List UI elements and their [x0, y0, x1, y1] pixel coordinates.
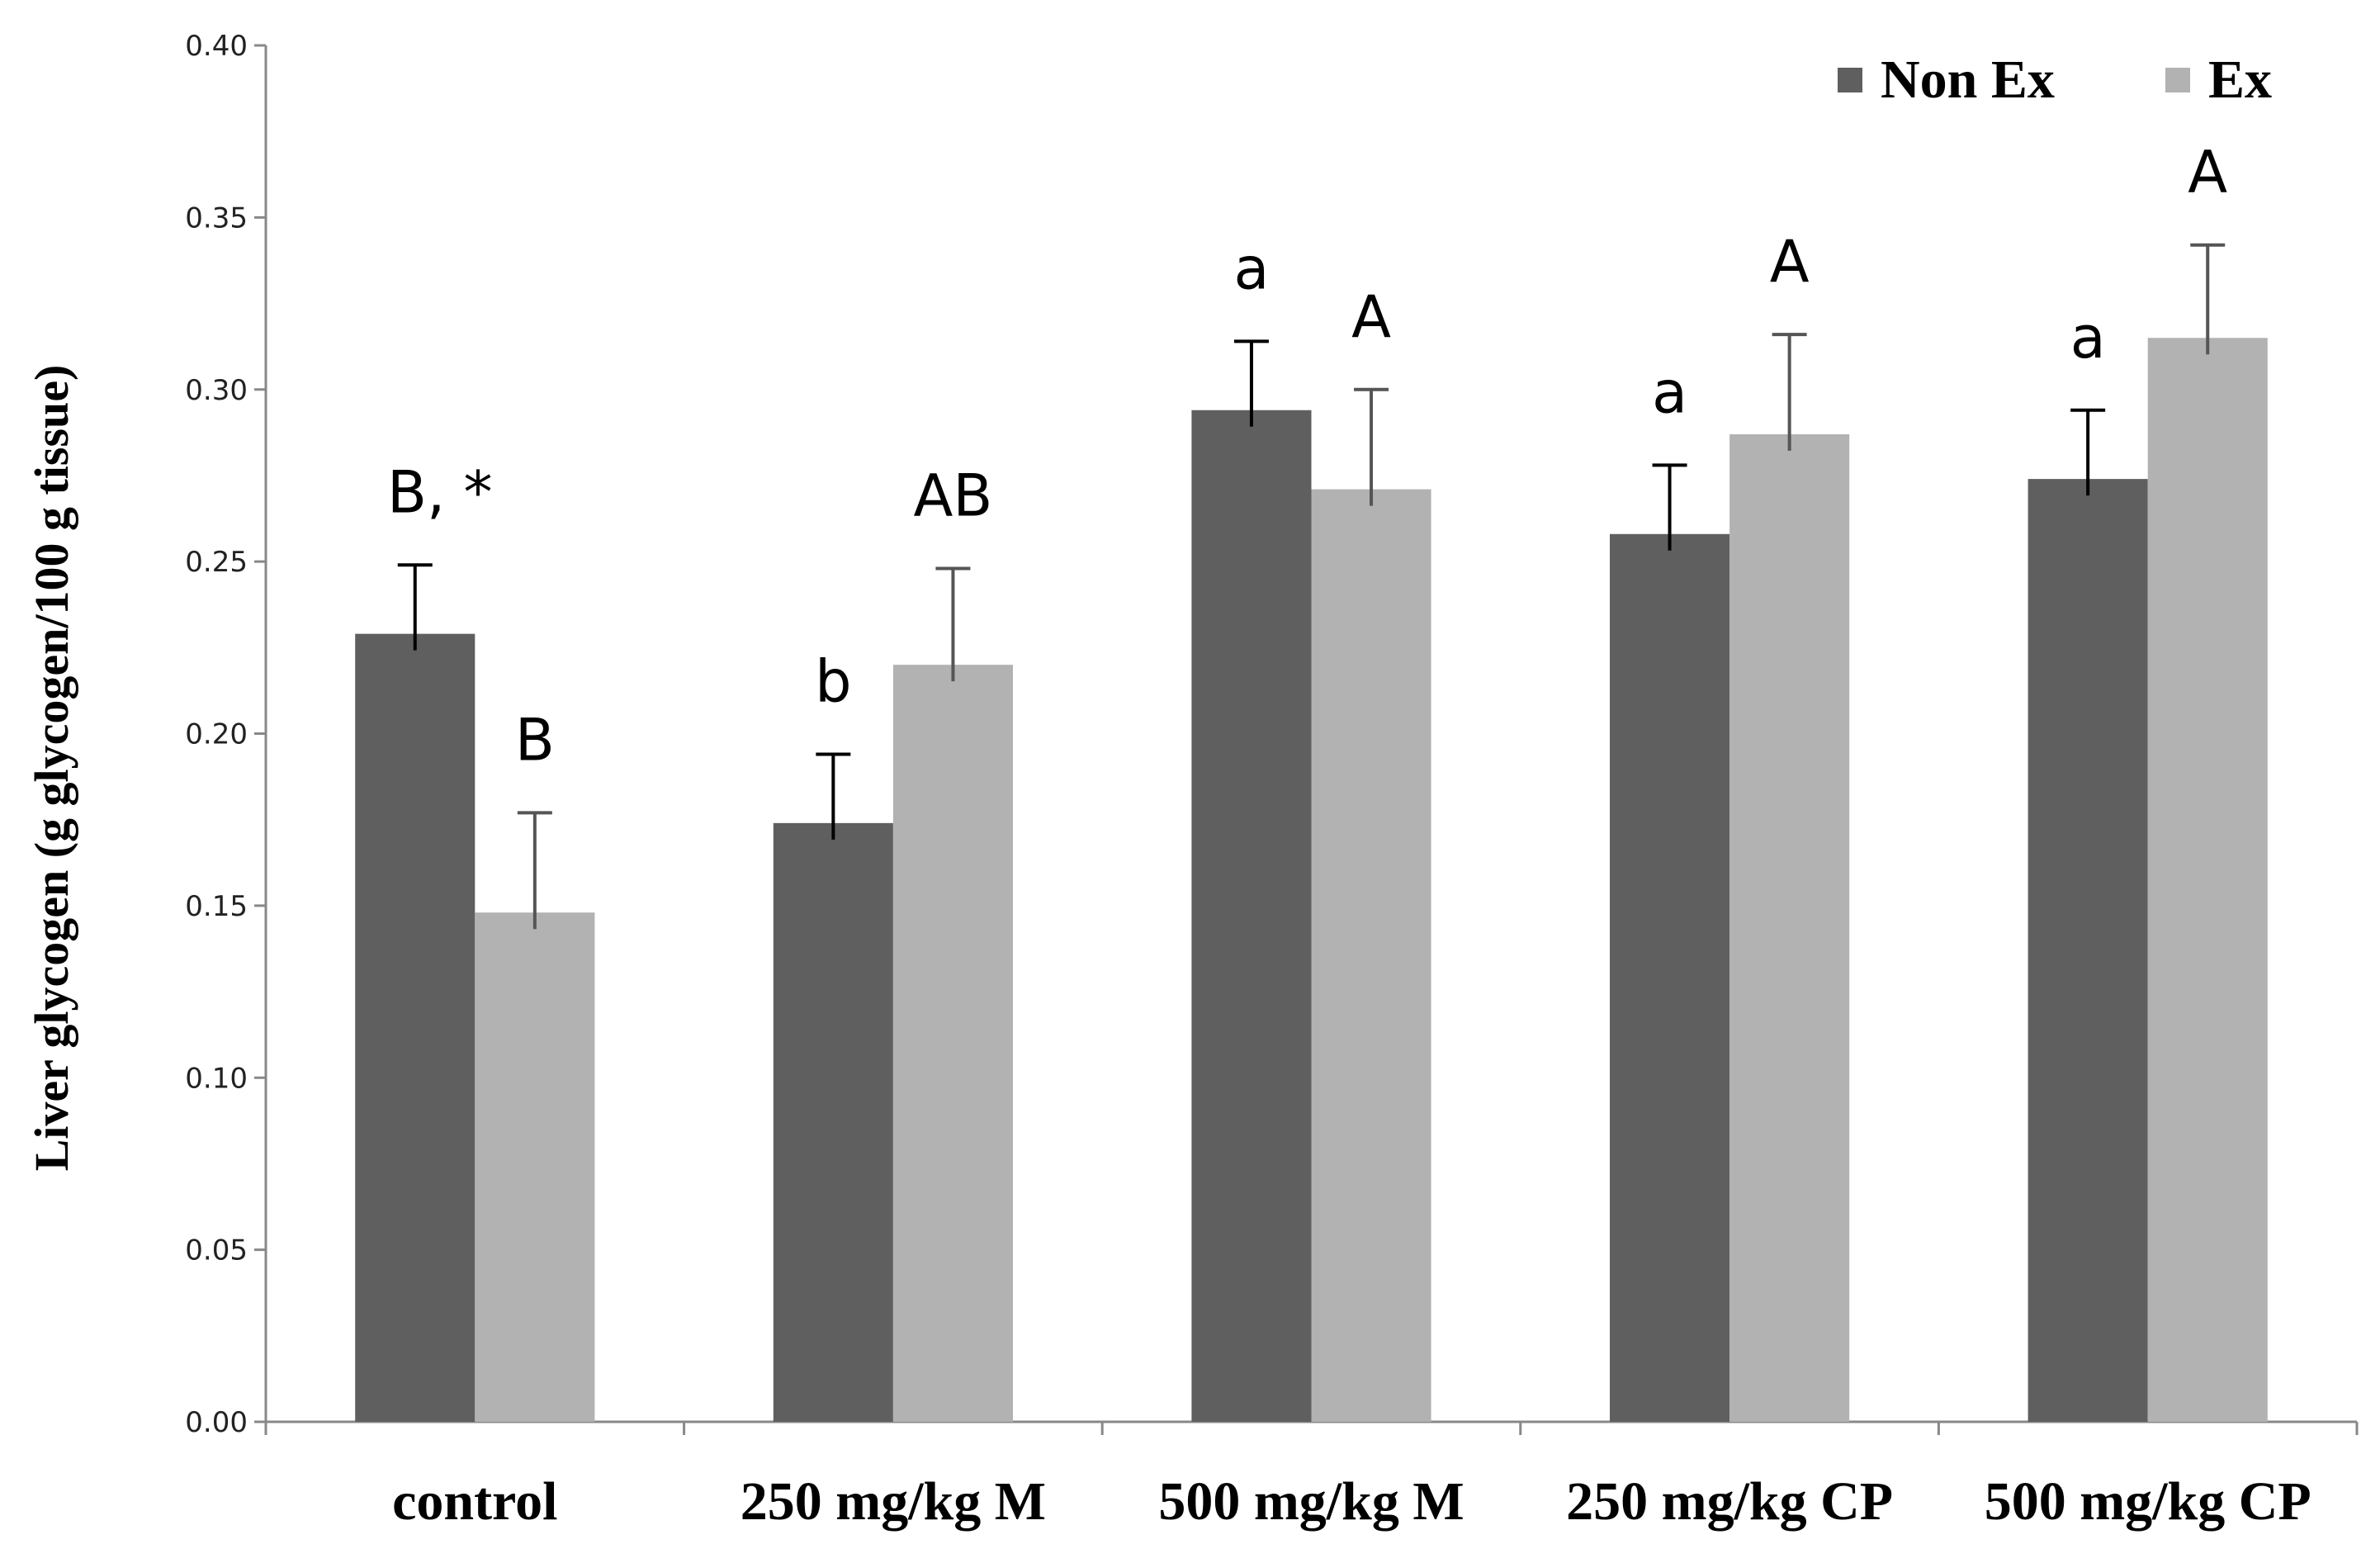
- x-category-label: 250 mg/kg CP: [1566, 1471, 1893, 1532]
- significance-label: B, *: [387, 458, 493, 526]
- legend-label: Ex: [2208, 50, 2272, 110]
- significance-label: a: [2070, 304, 2106, 372]
- y-tick-label: 0.35: [185, 201, 248, 234]
- bar: [2147, 338, 2268, 1422]
- y-tick-label: 0.20: [185, 718, 248, 751]
- bar: [1311, 489, 1431, 1423]
- y-tick-label: 0.30: [185, 374, 248, 407]
- x-category-label: 250 mg/kg M: [740, 1471, 1046, 1532]
- bars: [355, 338, 2268, 1423]
- bar: [892, 665, 1013, 1422]
- y-tick-label: 0.15: [185, 890, 248, 923]
- significance-label: A: [1351, 283, 1391, 351]
- y-axis: 0.00 0.05 0.10 0.15 0.20 0.25 0.30 0.35 0.40: [185, 30, 267, 1439]
- y-tick-label: 0.05: [185, 1234, 248, 1267]
- significance-label: AB: [913, 462, 992, 529]
- bar: [1191, 410, 1312, 1422]
- bar: [355, 633, 476, 1422]
- y-tick-label: 0.40: [185, 30, 248, 63]
- y-tick-label: 0.10: [185, 1062, 248, 1095]
- significance-label: A: [2188, 139, 2227, 206]
- significance-label: B: [515, 706, 555, 774]
- y-axis-title: Liver glycogen (g glycogen/100 g tissue): [25, 365, 78, 1172]
- x-category-label: control: [392, 1471, 557, 1532]
- significance-label: b: [815, 648, 851, 716]
- significance-annotations: B, * Bb AB a Aa Aa A: [387, 139, 2227, 774]
- bar: [1729, 433, 1850, 1422]
- significance-label: A: [1770, 228, 1810, 296]
- significance-label: a: [1652, 358, 1687, 426]
- legend: Non Ex Ex: [1838, 50, 2272, 110]
- y-tick-label: 0.00: [185, 1406, 248, 1439]
- x-axis: control 250 mg/kg M 500 mg/kg M 250 mg/kg C…: [264, 1420, 2359, 1532]
- legend-swatch: [1838, 68, 1862, 92]
- bar: [475, 912, 595, 1422]
- bar: [1610, 533, 1730, 1423]
- bar: [2027, 479, 2148, 1422]
- bar: [773, 822, 893, 1422]
- error-bars: [397, 243, 2226, 930]
- y-tick-label: 0.25: [185, 546, 248, 579]
- x-category-label: 500 mg/kg CP: [1985, 1471, 2311, 1532]
- legend-swatch: [2165, 68, 2190, 92]
- legend-label: Non Ex: [1881, 50, 2055, 110]
- significance-label: a: [1234, 234, 1270, 302]
- x-category-label: 500 mg/kg M: [1158, 1471, 1464, 1532]
